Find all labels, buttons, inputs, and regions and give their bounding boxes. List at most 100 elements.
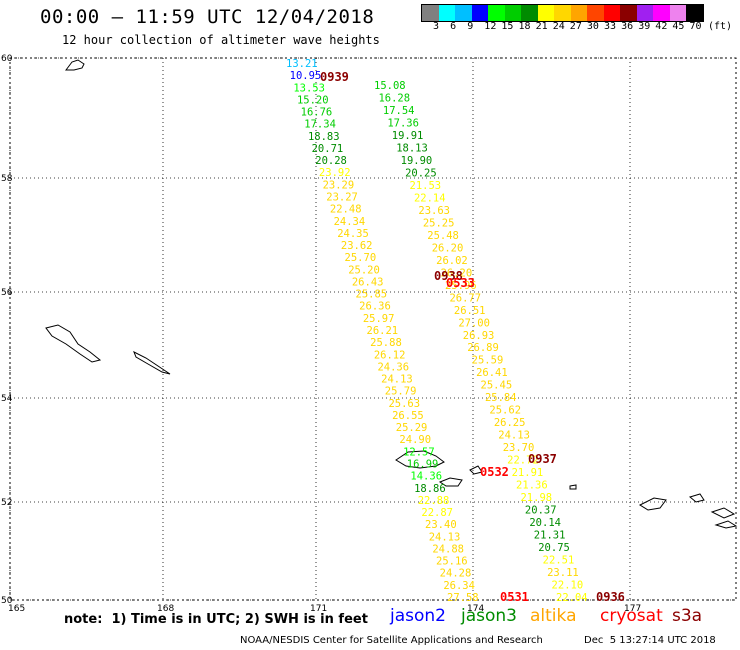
legend-swatch (587, 5, 604, 21)
map-frame (9, 57, 737, 601)
track-a: 13.2110.9513.5315.2016.7617.3418.8320.71… (286, 58, 479, 604)
legend-swatch (620, 5, 637, 21)
legend-label: 42 (655, 21, 668, 32)
legend-label: 70 (689, 21, 702, 32)
sat-jason3: jason3 (461, 606, 517, 626)
wave-height-label: 23.40 (425, 519, 457, 531)
legend-label: 6 (450, 21, 457, 32)
legend-swatch (471, 5, 488, 21)
wave-height-label: 26.89 (467, 342, 499, 354)
wave-height-label: 26.51 (454, 305, 486, 317)
legend-swatch (521, 5, 538, 21)
wave-height-label: 22.88 (418, 495, 450, 507)
pass-time-label: 0936 (596, 590, 625, 604)
wave-height-label: 27.58 (447, 592, 479, 604)
legend-unit: (ft) (708, 21, 733, 32)
legend-swatch (636, 5, 653, 21)
wave-height-label: 21.53 (410, 180, 442, 192)
wave-height-label: 24.90 (399, 434, 431, 446)
wave-height-label: 19.91 (392, 130, 424, 142)
wave-height-label: 22.10 (552, 580, 584, 592)
lat-label: 60 (1, 54, 13, 64)
wave-height-label: 23.92 (319, 167, 351, 179)
wave-height-label: 14.36 (410, 471, 442, 483)
wave-height-label: 22.87 (421, 507, 453, 519)
legend-swatch (669, 5, 686, 21)
sat-altika: altika (530, 606, 577, 626)
island-outline (45, 324, 102, 363)
graticule: 165 168 171 174 177 60 58 56 54 52 50 (1, 54, 737, 614)
track-b: 15.0816.2817.5417.3619.9118.1319.9020.25… (374, 80, 588, 604)
wave-height-label: 20.14 (529, 517, 561, 529)
wave-height-label: 25.84 (485, 392, 517, 404)
island-outline (395, 450, 445, 469)
credit-line: NOAA/NESDIS Center for Satellite Applica… (240, 635, 543, 646)
wave-height-label: 21.91 (512, 467, 544, 479)
wave-height-label: 25.88 (370, 337, 402, 349)
wave-height-label: 24.13 (498, 430, 530, 442)
wave-height-label: 26.20 (432, 242, 464, 254)
island-outline (638, 497, 667, 511)
wave-height-label: 24.88 (432, 543, 464, 555)
wave-height-label: 26.34 (443, 580, 475, 592)
island-outline (438, 477, 463, 487)
wave-height-label: 20.28 (315, 155, 347, 167)
wave-height-label: 25.62 (489, 405, 521, 417)
legend-swatch (653, 5, 670, 21)
wave-height-label: 25.16 (436, 556, 468, 568)
wave-height-label: 26.41 (476, 367, 508, 379)
legend-swatch (603, 5, 620, 21)
legend-swatch (455, 5, 472, 21)
wave-height-label: 25.20 (348, 264, 380, 276)
pass-time-label: 0938 (434, 269, 463, 283)
legend-label: 30 (586, 21, 599, 32)
legend-label: 12 (484, 21, 497, 32)
legend-swatch (488, 5, 505, 21)
legend-swatch (504, 5, 521, 21)
legend-label: 24 (552, 21, 565, 32)
wave-height-label: 17.34 (304, 119, 336, 131)
wave-height-label: 24.34 (334, 216, 366, 228)
footer-note: note: 1) Time is in UTC; 2) SWH is in fe… (64, 612, 368, 627)
map-title: 00:00 — 11:59 UTC 12/04/2018 (40, 6, 375, 28)
lon-label: 171 (310, 604, 327, 614)
wave-height-label: 26.20 (441, 267, 473, 279)
wave-height-label: 26.02 (436, 255, 468, 267)
wave-height-label: 16.76 (301, 107, 333, 119)
legend-label: 9 (467, 21, 474, 32)
legend-swatch (554, 5, 571, 21)
pass-time-label: 0937 (528, 452, 557, 466)
lat-label: 54 (1, 394, 13, 404)
legend-swatch (422, 5, 439, 21)
wave-height-label: 25.85 (356, 289, 388, 301)
wave-height-label: 27.00 (458, 317, 490, 329)
wave-height-label: 24.36 (377, 361, 409, 373)
wave-height-label: 26.36 (359, 301, 391, 313)
credit-date: Dec 5 13:27:14 UTC 2018 (584, 635, 716, 646)
island-outline (133, 350, 171, 375)
land-outlines (45, 59, 738, 529)
pass-time-label: 0532 (480, 465, 509, 479)
pass-time-label: 0533 (446, 276, 475, 290)
lon-label: 165 (8, 604, 25, 614)
island-outline (710, 507, 736, 519)
island-outline (714, 520, 738, 529)
pass-time-label: 0531 (500, 590, 529, 604)
wave-height-label: 13.21 (286, 58, 318, 70)
lon-label: 168 (157, 604, 174, 614)
color-legend-bar (421, 4, 704, 22)
wave-height-label: 23.27 (326, 192, 358, 204)
wave-height-label: 22.14 (414, 192, 446, 204)
wave-height-label: 20.25 (405, 167, 437, 179)
island-outline (688, 493, 705, 503)
lon-label: 174 (467, 604, 484, 614)
wave-height-label: 10.95 (290, 70, 322, 82)
wave-height-label: 25.45 (481, 380, 513, 392)
wave-height-label: 18.13 (396, 142, 428, 154)
wave-height-label: 16.28 (378, 92, 410, 104)
wave-height-label: 25.63 (388, 398, 420, 410)
wave-height-label: 15.08 (374, 80, 406, 92)
sat-s3a: s3a (672, 606, 703, 626)
legend-label: 33 (604, 21, 617, 32)
wave-height-label: 19.90 (401, 155, 433, 167)
